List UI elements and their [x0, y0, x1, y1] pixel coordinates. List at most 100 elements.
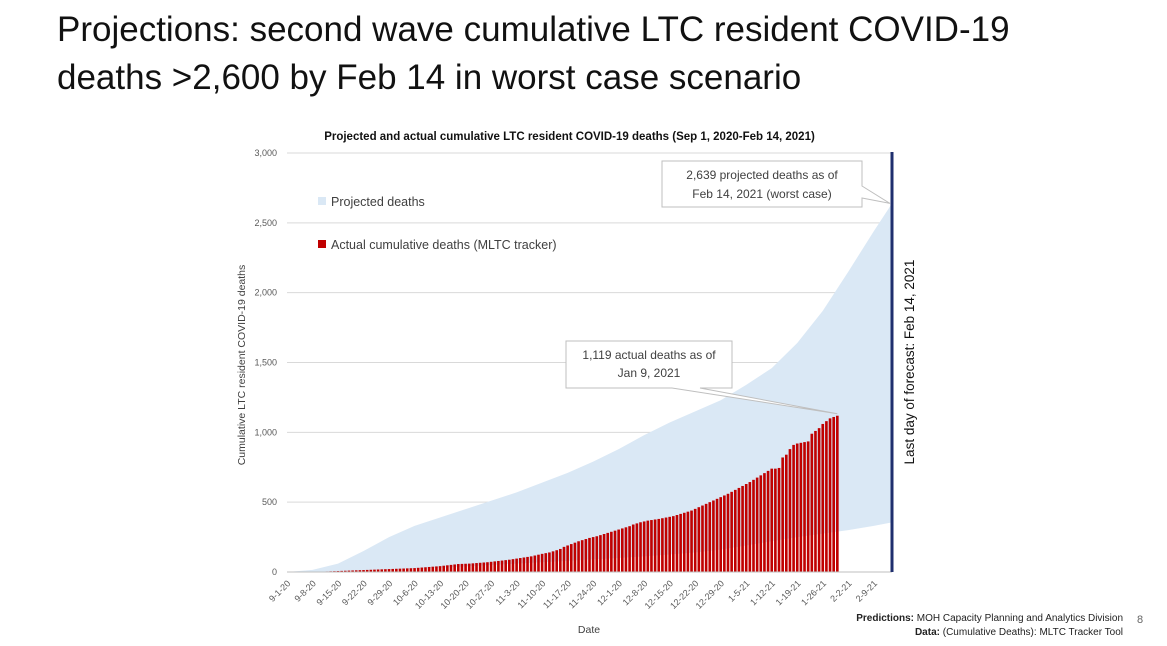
footer-data-label: Data: [914, 627, 940, 638]
actual-deaths-bar [395, 568, 398, 572]
actual-deaths-bar [799, 442, 803, 572]
actual-deaths-bar [763, 473, 766, 572]
actual-deaths-bar [384, 569, 387, 572]
legend-projected-swatch [318, 197, 326, 205]
actual-deaths-bar [788, 449, 792, 572]
callout-projected-box [661, 160, 891, 208]
actual-deaths-bar [580, 540, 584, 572]
y-tick-label: 1,000 [254, 427, 277, 437]
actual-deaths-bar [515, 558, 518, 572]
footer-predictions: Predictions: MOH Capacity Planning and A… [856, 612, 1123, 626]
actual-deaths-bar [832, 416, 835, 572]
slide-title: Projections: second wave cumulative LTC … [57, 6, 1147, 102]
actual-deaths-bar [588, 537, 591, 572]
footer-credits: Predictions: MOH Capacity Planning and A… [856, 612, 1123, 640]
actual-deaths-bar [405, 568, 409, 572]
actual-deaths-bar [427, 566, 431, 572]
actual-deaths-bar [774, 468, 777, 572]
y-tick-label: 1,500 [254, 358, 277, 368]
actual-deaths-bar [373, 569, 376, 572]
actual-deaths-bar [610, 531, 613, 572]
actual-deaths-bar [639, 522, 642, 572]
actual-deaths-bar [697, 507, 701, 572]
actual-deaths-bar [548, 552, 551, 572]
actual-deaths-bar [569, 544, 573, 572]
actual-deaths-bar [478, 562, 482, 572]
actual-deaths-bar [825, 421, 828, 572]
actual-deaths-bar [380, 569, 384, 572]
y-axis-title: Cumulative LTC resident COVID-19 deaths [236, 265, 248, 466]
actual-deaths-bar [347, 570, 351, 572]
actual-deaths-bar [795, 443, 799, 572]
x-tick-label: 12-1-20 [595, 578, 624, 607]
actual-deaths-bar [646, 520, 650, 572]
actual-deaths-bar [522, 557, 526, 572]
actual-deaths-bar [602, 534, 606, 572]
actual-deaths-bar [752, 479, 755, 572]
x-tick-label: 2-2-21 [828, 578, 853, 603]
actual-deaths-bar [529, 556, 533, 572]
actual-deaths-bar [766, 470, 770, 572]
slide-title-line2: deaths >2,600 by Feb 14 in worst case sc… [57, 58, 802, 97]
projected-deaths-area [287, 203, 892, 572]
actual-deaths-bar [471, 563, 475, 572]
actual-deaths-bar [464, 563, 467, 572]
actual-deaths-bar [741, 485, 744, 572]
actual-deaths-bar [537, 554, 540, 572]
footer-predictions-label: Predictions: [856, 613, 915, 624]
actual-deaths-bar [715, 498, 719, 572]
actual-deaths-bar [704, 503, 708, 572]
actual-deaths-bar [387, 569, 391, 572]
actual-deaths-bar [504, 560, 507, 572]
actual-deaths-bar [344, 570, 347, 572]
actual-deaths-bar [398, 568, 402, 572]
actual-deaths-bar [500, 560, 504, 572]
y-tick-label: 500 [262, 497, 277, 507]
actual-deaths-bar [438, 566, 442, 572]
x-tick-label: 1-19-21 [774, 578, 803, 607]
callout-projected-line2: Feb 14, 2021 (worst case) [692, 187, 831, 201]
actual-deaths-bar [416, 567, 420, 572]
actual-deaths-bar [409, 568, 413, 572]
x-tick-label: 1-12-21 [748, 578, 777, 607]
footer-data: Data: (Cumulative Deaths): MLTC Tracker … [856, 626, 1123, 640]
actual-deaths-bar [354, 570, 358, 572]
actual-deaths-bar [661, 518, 664, 572]
x-tick-label: 2-9-21 [854, 578, 879, 603]
x-tick-label: 9-1-20 [267, 578, 292, 603]
actual-deaths-bar [701, 505, 704, 572]
x-axis-title: Date [578, 624, 600, 636]
y-tick-label: 2,500 [254, 218, 277, 228]
actual-deaths-bar [551, 551, 555, 572]
chart-title: Projected and actual cumulative LTC resi… [324, 131, 815, 143]
actual-deaths-bar [817, 428, 821, 572]
actual-deaths-bar [708, 502, 712, 572]
actual-deaths-bar [828, 418, 832, 572]
actual-deaths-bar [486, 562, 489, 572]
y-tick-label: 2,000 [254, 288, 277, 298]
actual-deaths-bar [599, 535, 602, 572]
actual-deaths-bar [489, 561, 493, 572]
actual-deaths-bar [613, 530, 617, 572]
actual-deaths-bar [803, 442, 806, 572]
actual-deaths-bar [792, 444, 795, 572]
actual-deaths-bar [511, 559, 515, 572]
legend-actual-swatch [318, 240, 326, 248]
x-tick-label: 9-15-20 [314, 578, 343, 607]
actual-deaths-bar [475, 563, 478, 572]
x-tick-label: 1-26-21 [799, 578, 828, 607]
actual-deaths-bar [657, 518, 661, 572]
actual-deaths-bar [365, 569, 369, 572]
actual-deaths-bar [675, 515, 679, 572]
actual-deaths-bar [617, 529, 620, 572]
actual-deaths-bar [635, 523, 639, 572]
actual-deaths-bar [733, 489, 737, 572]
x-tick-label: 12-29-20 [694, 578, 727, 611]
actual-deaths-bar [755, 477, 759, 572]
actual-deaths-bar [781, 457, 784, 572]
footer-data-text: (Cumulative Deaths): MLTC Tracker Tool [939, 627, 1123, 638]
actual-deaths-bar [723, 495, 726, 572]
y-tick-label: 3,000 [254, 148, 277, 158]
actual-deaths-bar [518, 558, 522, 572]
